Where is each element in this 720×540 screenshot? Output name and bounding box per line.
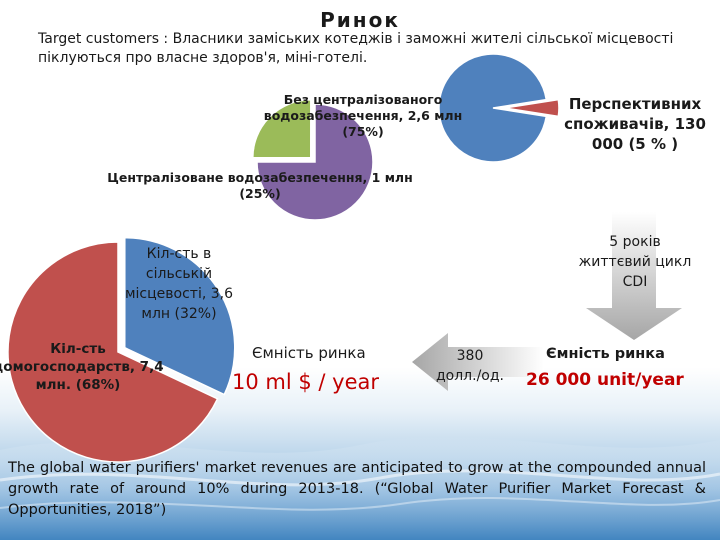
pie-water-supply — [252, 99, 374, 221]
arrow-left — [412, 333, 544, 391]
pie-prospective — [438, 53, 560, 163]
label-central-water: Централізоване водозабезпечення, 1 млн (… — [107, 170, 413, 201]
unit-price: 380 долл./од. — [424, 346, 516, 386]
label-no-central-water: Без централізованого водозабезпечення, 2… — [263, 92, 463, 139]
target-customers-text: Target customers : Власники заміських ко… — [38, 31, 674, 66]
pie-households — [7, 236, 236, 463]
pie-slice-central-water — [252, 99, 312, 159]
pie-slice-no-central-water — [256, 103, 374, 221]
label-prospective-consumers: Перспективних споживачів, 130 000 (5 % ) — [564, 95, 706, 153]
page-title: Ринок — [320, 8, 400, 32]
capacity-label-money: Ємність ринка — [252, 344, 366, 362]
capacity-value-units: 26 000 unit/year — [526, 370, 684, 390]
pie-slice-other-households — [7, 241, 219, 463]
capacity-label-units: Ємність ринка — [546, 346, 665, 362]
arrow-down — [586, 212, 682, 340]
pie-slice-rural-households — [124, 236, 236, 396]
label-rural-households: Кіл-сть в сільській місцевості, 3,6 млн … — [124, 246, 233, 322]
lifecycle-text: 5 років життєвий цикл CDI — [578, 234, 692, 290]
unit-price-unit: долл./од. — [435, 368, 504, 384]
market-growth-note: The global water purifiers' market reven… — [8, 460, 706, 518]
pie-slice-prospective-consumers — [504, 98, 560, 118]
capacity-value-money: 10 ml $ / year — [232, 370, 379, 394]
unit-price-value: 380 — [456, 348, 484, 364]
pie-slice-other-consumers — [438, 53, 548, 163]
label-total-households: Кіл-сть домогосподарств, 7,4 млн. (68%) — [0, 341, 164, 393]
